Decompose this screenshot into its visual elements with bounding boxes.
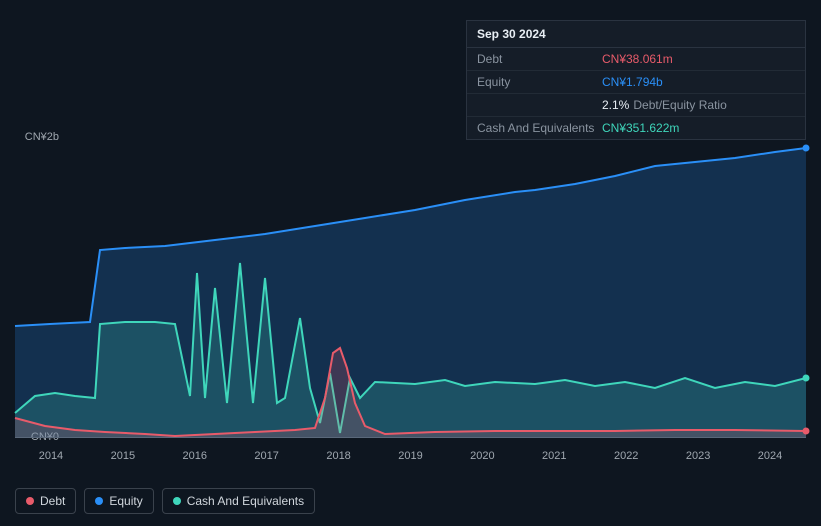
x-axis-tick: 2020 [446,450,518,462]
legend-dot-icon [95,497,103,505]
tooltip-row-sub: Debt/Equity Ratio [633,98,726,112]
tooltip-row-value: CN¥38.061m [602,52,795,66]
series-end-dot [803,375,810,382]
tooltip-row: EquityCN¥1.794b [467,71,805,94]
tooltip-date: Sep 30 2024 [467,21,805,48]
legend-label: Debt [40,494,65,508]
tooltip-row-value: 2.1%Debt/Equity Ratio [602,98,795,112]
legend-item-equity[interactable]: Equity [84,488,153,514]
tooltip-row: 2.1%Debt/Equity Ratio [467,94,805,117]
x-axis-tick: 2018 [303,450,375,462]
chart-tooltip: Sep 30 2024 DebtCN¥38.061mEquityCN¥1.794… [466,20,806,140]
chart-legend: Debt Equity Cash And Equivalents [15,488,315,514]
x-axis-tick: 2015 [87,450,159,462]
legend-dot-icon [173,497,181,505]
chart-plot[interactable] [15,138,806,438]
tooltip-row-label: Debt [477,52,602,66]
tooltip-row-value: CN¥1.794b [602,75,795,89]
legend-label: Cash And Equivalents [187,494,304,508]
tooltip-row: DebtCN¥38.061m [467,48,805,71]
x-axis-tick: 2014 [15,450,87,462]
x-axis-tick: 2024 [734,450,806,462]
legend-dot-icon [26,497,34,505]
series-end-dot [803,428,810,435]
x-axis: 2014201520162017201820192020202120222023… [15,450,806,462]
series-end-dot [803,145,810,152]
legend-label: Equity [109,494,142,508]
chart-area: CN¥2bCN¥0 [15,125,806,445]
x-axis-tick: 2019 [375,450,447,462]
tooltip-row-label: Equity [477,75,602,89]
x-axis-tick: 2016 [159,450,231,462]
x-axis-tick: 2022 [590,450,662,462]
legend-item-cash-and-equivalents[interactable]: Cash And Equivalents [162,488,315,514]
x-axis-tick: 2021 [518,450,590,462]
legend-item-debt[interactable]: Debt [15,488,76,514]
x-axis-tick: 2017 [231,450,303,462]
tooltip-row-label [477,98,602,112]
x-axis-tick: 2023 [662,450,734,462]
